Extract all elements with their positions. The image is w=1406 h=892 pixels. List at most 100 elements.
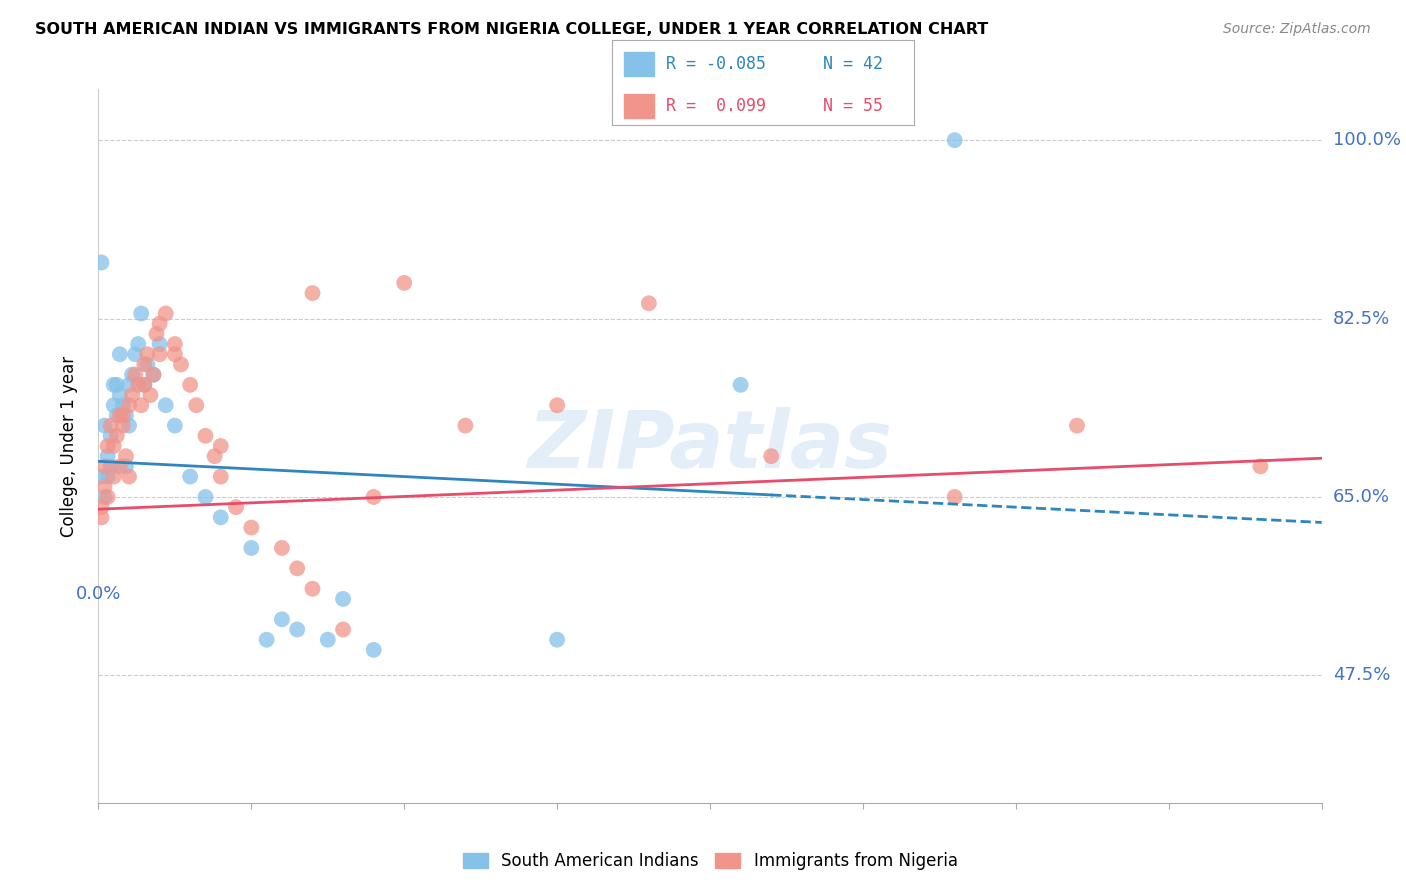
- Point: [179, 469, 201, 483]
- Point: [454, 418, 477, 433]
- Point: [392, 276, 416, 290]
- Point: [90, 500, 112, 515]
- Point: [93, 480, 115, 494]
- Point: [134, 358, 156, 372]
- Point: [145, 326, 167, 341]
- Point: [142, 368, 165, 382]
- Point: [142, 368, 165, 382]
- Point: [103, 469, 125, 483]
- Point: [105, 377, 128, 392]
- Point: [136, 347, 159, 361]
- Text: 65.0%: 65.0%: [1333, 488, 1389, 506]
- Text: N = 42: N = 42: [824, 55, 883, 73]
- Point: [100, 459, 122, 474]
- Point: [285, 623, 308, 637]
- Point: [155, 306, 177, 320]
- Point: [179, 377, 201, 392]
- Point: [115, 459, 138, 474]
- Point: [105, 429, 128, 443]
- Point: [194, 490, 217, 504]
- Point: [546, 398, 568, 412]
- Point: [134, 377, 156, 392]
- Point: [943, 133, 966, 147]
- Point: [111, 409, 134, 423]
- Point: [93, 490, 115, 504]
- Text: Source: ZipAtlas.com: Source: ZipAtlas.com: [1223, 22, 1371, 37]
- Point: [115, 409, 138, 423]
- Text: 47.5%: 47.5%: [1333, 666, 1391, 684]
- Point: [108, 409, 131, 423]
- Legend: South American Indians, Immigrants from Nigeria: South American Indians, Immigrants from …: [456, 846, 965, 877]
- Point: [209, 510, 232, 524]
- Point: [97, 490, 120, 504]
- Point: [127, 377, 149, 392]
- Point: [301, 286, 323, 301]
- Text: N = 55: N = 55: [824, 97, 883, 115]
- Point: [170, 358, 193, 372]
- Point: [97, 439, 120, 453]
- Text: ZIPatlas: ZIPatlas: [527, 407, 893, 485]
- Point: [225, 500, 247, 515]
- Point: [97, 469, 120, 483]
- Point: [204, 449, 226, 463]
- Point: [108, 388, 131, 402]
- Point: [637, 296, 661, 310]
- Point: [90, 510, 112, 524]
- Point: [163, 418, 186, 433]
- Point: [209, 469, 232, 483]
- Point: [93, 459, 115, 474]
- Point: [127, 337, 149, 351]
- Point: [209, 439, 232, 453]
- Point: [256, 632, 278, 647]
- Point: [163, 337, 186, 351]
- Point: [332, 623, 354, 637]
- Point: [270, 541, 292, 555]
- Point: [270, 612, 292, 626]
- Point: [103, 377, 125, 392]
- Point: [163, 347, 186, 361]
- Point: [90, 255, 112, 269]
- Point: [149, 337, 172, 351]
- Point: [149, 347, 172, 361]
- Text: R =  0.099: R = 0.099: [666, 97, 766, 115]
- Point: [285, 561, 308, 575]
- Point: [108, 459, 131, 474]
- Point: [149, 317, 172, 331]
- Point: [316, 632, 339, 647]
- Point: [118, 418, 141, 433]
- Point: [186, 398, 208, 412]
- Bar: [624, 95, 654, 118]
- Point: [730, 377, 752, 392]
- Point: [93, 418, 115, 433]
- Point: [759, 449, 782, 463]
- Point: [100, 418, 122, 433]
- Text: 82.5%: 82.5%: [1333, 310, 1391, 327]
- Point: [134, 377, 156, 392]
- Point: [155, 398, 177, 412]
- Point: [136, 358, 159, 372]
- Point: [139, 388, 162, 402]
- Point: [103, 398, 125, 412]
- Point: [129, 398, 152, 412]
- Text: R = -0.085: R = -0.085: [666, 55, 766, 73]
- Point: [121, 368, 143, 382]
- Point: [108, 347, 131, 361]
- Point: [90, 469, 112, 483]
- Point: [129, 306, 152, 320]
- Point: [103, 439, 125, 453]
- Point: [124, 347, 146, 361]
- Point: [363, 490, 385, 504]
- Point: [194, 429, 217, 443]
- Point: [121, 388, 143, 402]
- Point: [118, 398, 141, 412]
- Point: [943, 490, 966, 504]
- Point: [301, 582, 323, 596]
- Text: 100.0%: 100.0%: [1333, 131, 1400, 149]
- Point: [105, 409, 128, 423]
- Point: [111, 398, 134, 412]
- Point: [100, 429, 122, 443]
- Bar: [624, 52, 654, 76]
- Point: [1066, 418, 1088, 433]
- Point: [332, 591, 354, 606]
- Point: [240, 541, 263, 555]
